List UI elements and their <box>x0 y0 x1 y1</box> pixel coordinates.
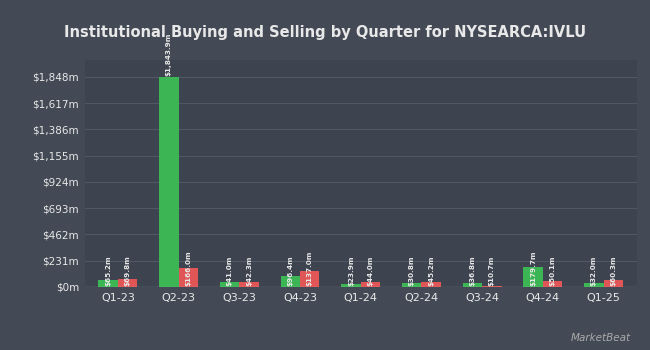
Text: $45.2m: $45.2m <box>428 256 434 286</box>
Text: $137.0m: $137.0m <box>307 251 313 286</box>
Text: $41.0m: $41.0m <box>227 256 233 286</box>
Bar <box>98 280 118 287</box>
Bar <box>604 280 623 287</box>
Text: $166.0m: $166.0m <box>185 251 191 286</box>
Bar <box>463 283 482 287</box>
Text: $44.0m: $44.0m <box>367 256 374 286</box>
Text: $50.1m: $50.1m <box>550 256 556 286</box>
Text: $179.7m: $179.7m <box>530 251 536 286</box>
Text: Institutional Buying and Selling by Quarter for NYSEARCA:IVLU: Institutional Buying and Selling by Quar… <box>64 25 586 40</box>
Bar <box>118 279 137 287</box>
Text: $96.4m: $96.4m <box>287 256 293 286</box>
Bar <box>584 284 604 287</box>
Bar <box>341 284 361 287</box>
Text: $1,843.9m: $1,843.9m <box>166 32 172 76</box>
Text: $10.7m: $10.7m <box>489 256 495 286</box>
Bar <box>220 282 239 287</box>
Bar <box>361 282 380 287</box>
Bar <box>281 276 300 287</box>
Bar <box>402 284 421 287</box>
Text: $65.2m: $65.2m <box>105 256 111 286</box>
Text: $32.0m: $32.0m <box>591 256 597 286</box>
Bar <box>421 282 441 287</box>
Bar <box>543 281 562 287</box>
Text: $36.8m: $36.8m <box>469 256 475 286</box>
Text: $69.8m: $69.8m <box>125 256 131 286</box>
Bar <box>239 282 259 287</box>
Bar <box>300 271 319 287</box>
Bar <box>159 77 179 287</box>
Text: MarketBeat: MarketBeat <box>571 333 630 343</box>
Text: $23.9m: $23.9m <box>348 256 354 286</box>
Text: $42.3m: $42.3m <box>246 256 252 286</box>
Bar <box>523 267 543 287</box>
Text: $60.3m: $60.3m <box>610 256 616 286</box>
Bar <box>179 268 198 287</box>
Text: $30.8m: $30.8m <box>409 256 415 286</box>
Bar <box>482 286 502 287</box>
